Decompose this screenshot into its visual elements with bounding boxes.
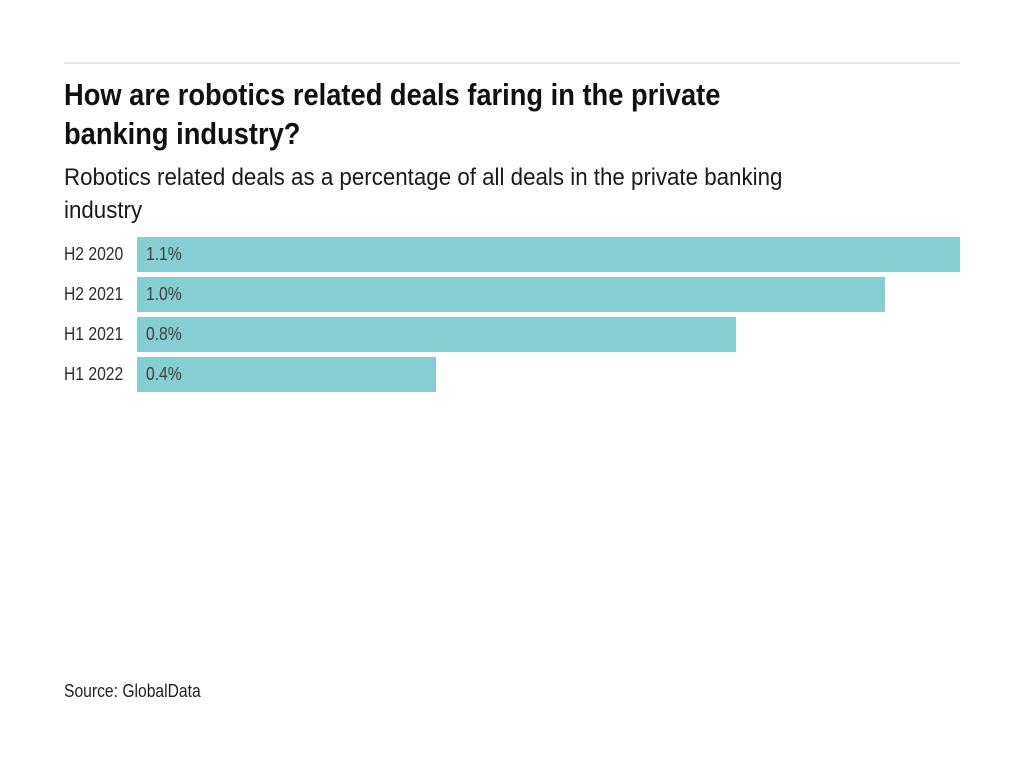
category-label: H2 2020 bbox=[64, 244, 124, 264]
bar-row-h1-2022: H1 2022 0.4% bbox=[64, 357, 960, 392]
chart-subtitle: Robotics related deals as a percentage o… bbox=[64, 161, 837, 227]
bar-track: 0.4% bbox=[137, 357, 960, 392]
category-label: H1 2022 bbox=[64, 364, 124, 384]
bar-track: 1.1% bbox=[137, 237, 960, 272]
category-label: H1 2021 bbox=[64, 324, 124, 344]
title-line-2: banking industry? bbox=[64, 116, 301, 151]
header-divider bbox=[64, 62, 960, 64]
value-label: 0.8% bbox=[146, 324, 182, 344]
bar-track: 0.8% bbox=[137, 317, 960, 352]
bar-h2-2020: 1.1% bbox=[137, 237, 960, 272]
category-label: H2 2021 bbox=[64, 284, 124, 304]
page-title: How are robotics related deals faring in… bbox=[64, 75, 810, 153]
source-attribution: Source: GlobalData bbox=[64, 681, 201, 701]
title-line-1: How are robotics related deals faring in… bbox=[64, 77, 721, 112]
subtitle-line-2: industry bbox=[64, 197, 143, 224]
bar-row-h2-2021: H2 2021 1.0% bbox=[64, 277, 960, 312]
bar-h2-2021: 1.0% bbox=[137, 277, 886, 312]
subtitle-line-1: Robotics related deals as a percentage o… bbox=[64, 164, 783, 191]
bar-h1-2022: 0.4% bbox=[137, 357, 437, 392]
value-label: 1.0% bbox=[146, 284, 182, 304]
bar-row-h2-2020: H2 2020 1.1% bbox=[64, 237, 960, 272]
bar-h1-2021: 0.8% bbox=[137, 317, 736, 352]
bar-chart: H2 2020 1.1% H2 2021 1.0% H1 2021 0.8% bbox=[64, 237, 960, 397]
value-label: 0.4% bbox=[146, 364, 182, 384]
value-label: 1.1% bbox=[146, 244, 182, 264]
bar-track: 1.0% bbox=[137, 277, 960, 312]
bar-row-h1-2021: H1 2021 0.8% bbox=[64, 317, 960, 352]
